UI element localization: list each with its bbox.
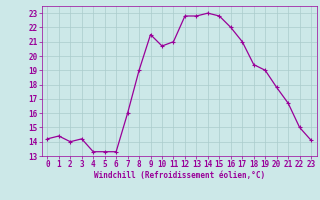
X-axis label: Windchill (Refroidissement éolien,°C): Windchill (Refroidissement éolien,°C) — [94, 171, 265, 180]
